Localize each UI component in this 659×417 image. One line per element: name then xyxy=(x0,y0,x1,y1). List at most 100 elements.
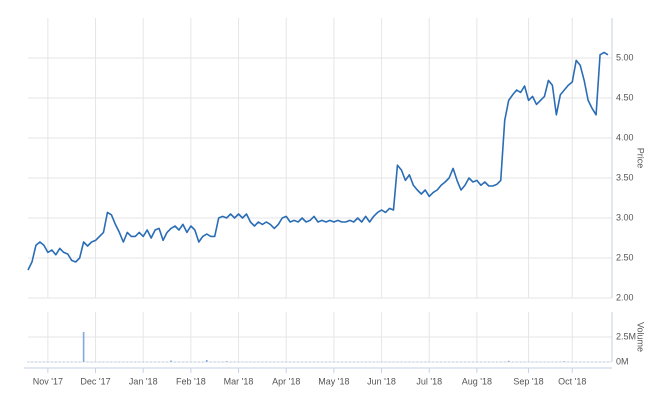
volume-bar xyxy=(257,361,260,363)
volume-bar xyxy=(285,361,288,363)
volume-bar xyxy=(158,361,160,363)
y-tick-label: 2.00 xyxy=(616,292,634,302)
x-tick-label: Jun '18 xyxy=(367,376,396,386)
volume-bar xyxy=(579,361,581,363)
volume-bar xyxy=(134,361,137,363)
x-tick-label: Oct '18 xyxy=(558,376,586,386)
volume-bar xyxy=(416,361,419,363)
volume-bar xyxy=(392,361,395,363)
y-tick-label: 4.00 xyxy=(616,132,634,142)
volume-bar xyxy=(499,361,502,363)
volume-bar xyxy=(348,361,351,363)
volume-bar xyxy=(368,361,371,363)
volume-bar xyxy=(55,361,57,363)
volume-bar xyxy=(364,361,367,363)
volume-bar xyxy=(205,360,208,362)
volume-bar xyxy=(174,361,176,363)
volume-bar xyxy=(110,361,113,363)
volume-bar xyxy=(603,361,605,363)
volume-bar xyxy=(452,361,454,363)
volume-bar xyxy=(265,361,268,363)
volume-bar xyxy=(297,361,299,363)
volume-bar xyxy=(273,361,276,363)
volume-bar xyxy=(420,361,423,363)
volume-bar xyxy=(233,361,236,363)
volume-bar xyxy=(595,361,597,363)
volume-bar xyxy=(102,361,105,363)
volume-bar xyxy=(519,361,522,363)
volume-bar xyxy=(539,361,542,363)
volume-bar xyxy=(400,361,403,363)
volume-bar xyxy=(182,361,184,363)
volume-bar xyxy=(495,361,498,363)
volume-bar xyxy=(261,361,264,363)
volume-bar xyxy=(488,361,490,363)
volume-bar xyxy=(194,361,196,363)
volume-bar xyxy=(329,361,331,363)
volume-bar xyxy=(583,361,585,363)
volume-bar xyxy=(460,361,462,363)
volume-bar xyxy=(122,361,125,363)
volume-bar xyxy=(178,361,180,363)
volume-bar xyxy=(547,361,550,363)
volume-bar xyxy=(277,361,280,363)
volume-bar xyxy=(571,361,574,363)
volume-bar xyxy=(444,361,446,363)
volume-bar xyxy=(293,361,295,363)
volume-bar xyxy=(468,361,470,363)
volume-bar xyxy=(555,361,558,363)
volume-bar xyxy=(43,361,45,363)
x-tick-label: Apr '18 xyxy=(272,376,300,386)
x-tick-label: Jul '18 xyxy=(416,376,442,386)
volume-bar xyxy=(138,361,141,363)
volume-bar xyxy=(356,361,359,363)
x-tick-label: May '18 xyxy=(318,376,349,386)
price-line xyxy=(27,51,609,271)
volume-bar xyxy=(535,361,538,363)
volume-bar xyxy=(289,361,291,363)
volume-bar xyxy=(186,361,188,363)
volume-bar xyxy=(408,361,411,363)
x-tick-label: Dec '17 xyxy=(80,376,110,386)
volume-bar xyxy=(305,361,307,363)
x-tick-label: Feb '18 xyxy=(176,376,206,386)
volume-bar xyxy=(198,361,200,363)
volume-bar xyxy=(58,361,61,363)
volume-bar xyxy=(372,361,375,363)
volume-bar xyxy=(130,361,133,363)
volume-bar xyxy=(607,361,609,363)
volume-bar xyxy=(436,361,438,363)
volume-bar xyxy=(190,361,192,363)
volume-bar xyxy=(396,361,399,363)
volume-bar xyxy=(456,361,458,363)
y-tick-label: 2.5M xyxy=(616,331,636,341)
volume-bar xyxy=(341,361,343,363)
volume-bar xyxy=(527,361,530,363)
volume-bar xyxy=(142,361,145,363)
volume-bar xyxy=(154,361,156,363)
volume-bar xyxy=(166,361,168,363)
volume-bar xyxy=(281,361,284,363)
volume-bar xyxy=(78,361,81,363)
y-axis-label: Price xyxy=(636,148,646,169)
y-tick-label: 3.00 xyxy=(616,212,634,222)
volume-bar xyxy=(62,361,65,363)
y-tick-label: 0M xyxy=(616,356,629,366)
volume-bar xyxy=(412,361,415,363)
volume-bar xyxy=(384,361,387,363)
volume-bar xyxy=(51,361,53,363)
volume-bar xyxy=(531,361,534,363)
volume-bar xyxy=(491,361,494,363)
volume-bar xyxy=(563,361,566,362)
volume-bar xyxy=(352,361,355,363)
volume-bar xyxy=(432,361,435,363)
volume-bar xyxy=(201,361,204,363)
volume-bar xyxy=(476,361,478,363)
volume-bar xyxy=(146,361,148,363)
volume-bar xyxy=(388,361,391,363)
volume-bar xyxy=(86,361,89,363)
volume-bar xyxy=(114,361,117,363)
volume-bar xyxy=(424,361,427,363)
volume-bar xyxy=(376,361,379,363)
